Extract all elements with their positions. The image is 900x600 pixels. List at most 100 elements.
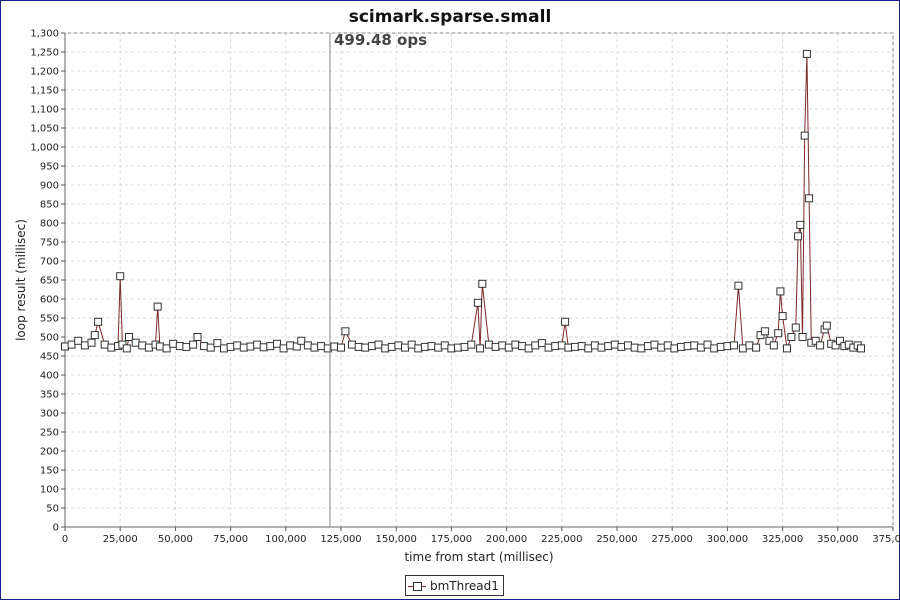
data-point	[597, 343, 606, 352]
data-point	[427, 342, 436, 351]
data-point	[169, 339, 178, 348]
y-tick-label: 400	[40, 371, 59, 382]
data-point	[317, 342, 326, 351]
axes: 0 50 100 150 200 250 300 350 400 450 500 550 600 650 7…	[30, 29, 900, 546]
y-tick-label: 450	[40, 352, 59, 363]
data-point	[836, 336, 844, 345]
y-tick-label: 350	[40, 390, 59, 401]
data-point	[643, 342, 652, 351]
data-point	[440, 341, 449, 350]
data-point	[348, 340, 356, 349]
y-tick-label: 600	[40, 295, 59, 306]
marker-label: 499.48 ops	[334, 31, 427, 49]
data-point	[610, 340, 619, 349]
data-point	[226, 342, 235, 351]
y-tick-label: 200	[40, 447, 59, 458]
data-point	[663, 341, 672, 350]
data-point	[310, 343, 319, 352]
data-point	[74, 336, 83, 345]
data-point	[80, 341, 89, 350]
data-point	[266, 342, 275, 351]
data-point	[690, 341, 699, 350]
data-point	[87, 338, 96, 347]
y-tick-label: 1,300	[30, 29, 59, 40]
data-point	[822, 321, 831, 330]
data-point	[811, 336, 820, 345]
data-point	[670, 344, 679, 353]
data-point	[434, 343, 443, 352]
y-tick-label: 50	[46, 504, 59, 515]
data-point	[557, 341, 566, 350]
data-point	[454, 343, 462, 352]
data-point	[189, 340, 198, 349]
data-point	[561, 317, 570, 326]
data-point	[551, 342, 560, 351]
data-point	[94, 317, 103, 326]
data-point	[447, 344, 456, 353]
y-tick-label: 0	[53, 523, 59, 534]
x-tick-label: 75,000	[213, 534, 248, 545]
y-tick-label: 1,250	[30, 48, 59, 59]
x-tick-label: 200,000	[486, 534, 527, 545]
x-tick-label: 50,000	[158, 534, 193, 545]
data-point	[387, 342, 396, 351]
data-point	[723, 342, 732, 351]
x-tick-label: 100,000	[265, 534, 306, 545]
y-tick-label: 700	[40, 257, 59, 268]
data-point	[182, 342, 191, 351]
data-point	[292, 342, 301, 351]
y-tick-label: 100	[40, 485, 59, 496]
chart-title: scimark.sparse.small	[349, 7, 552, 27]
data-point	[153, 302, 162, 311]
data-point	[794, 232, 803, 241]
data-point	[144, 343, 153, 352]
data-point	[478, 279, 487, 288]
marker: 499.48 ops	[329, 31, 427, 527]
data-point	[776, 287, 785, 296]
x-tick-label: 125,000	[320, 534, 361, 545]
data-point	[162, 344, 171, 353]
data-point	[206, 343, 215, 352]
data-point	[816, 341, 825, 350]
data-point	[802, 49, 811, 58]
data-point	[504, 343, 513, 352]
data-point	[175, 342, 184, 351]
y-tick-label: 800	[40, 219, 59, 230]
x-tick-label: 375,000	[872, 534, 900, 545]
data-point	[239, 343, 248, 352]
data-point	[637, 344, 646, 353]
y-tick-label: 900	[40, 181, 59, 192]
data-point	[125, 333, 133, 341]
data-point	[273, 339, 281, 348]
x-tick-label: 225,000	[541, 534, 582, 545]
data-point	[738, 344, 747, 353]
data-point	[138, 341, 147, 350]
data-point	[394, 341, 403, 350]
x-tick-label: 325,000	[762, 534, 803, 545]
legend: bmThread1	[405, 575, 504, 596]
data-point	[122, 344, 131, 353]
data-point	[246, 342, 255, 351]
data-point	[796, 220, 805, 229]
data-point	[590, 341, 599, 350]
data-point	[460, 342, 469, 351]
data-point	[524, 344, 533, 353]
data-point	[677, 342, 685, 351]
data-point	[778, 312, 787, 321]
data-point	[696, 343, 705, 352]
data-point	[354, 342, 363, 351]
data-point	[67, 340, 76, 349]
data-point	[657, 343, 666, 352]
data-point	[467, 340, 476, 349]
data-point	[498, 341, 507, 350]
y-tick-label: 1,100	[30, 105, 59, 116]
data-point	[297, 336, 306, 345]
data-point	[624, 341, 632, 350]
data-point	[577, 342, 586, 351]
data-point	[787, 333, 796, 341]
y-tick-label: 550	[40, 314, 59, 325]
data-point	[564, 343, 573, 352]
data-point	[798, 333, 807, 341]
data-point	[730, 341, 738, 350]
y-tick-label: 150	[40, 466, 59, 477]
